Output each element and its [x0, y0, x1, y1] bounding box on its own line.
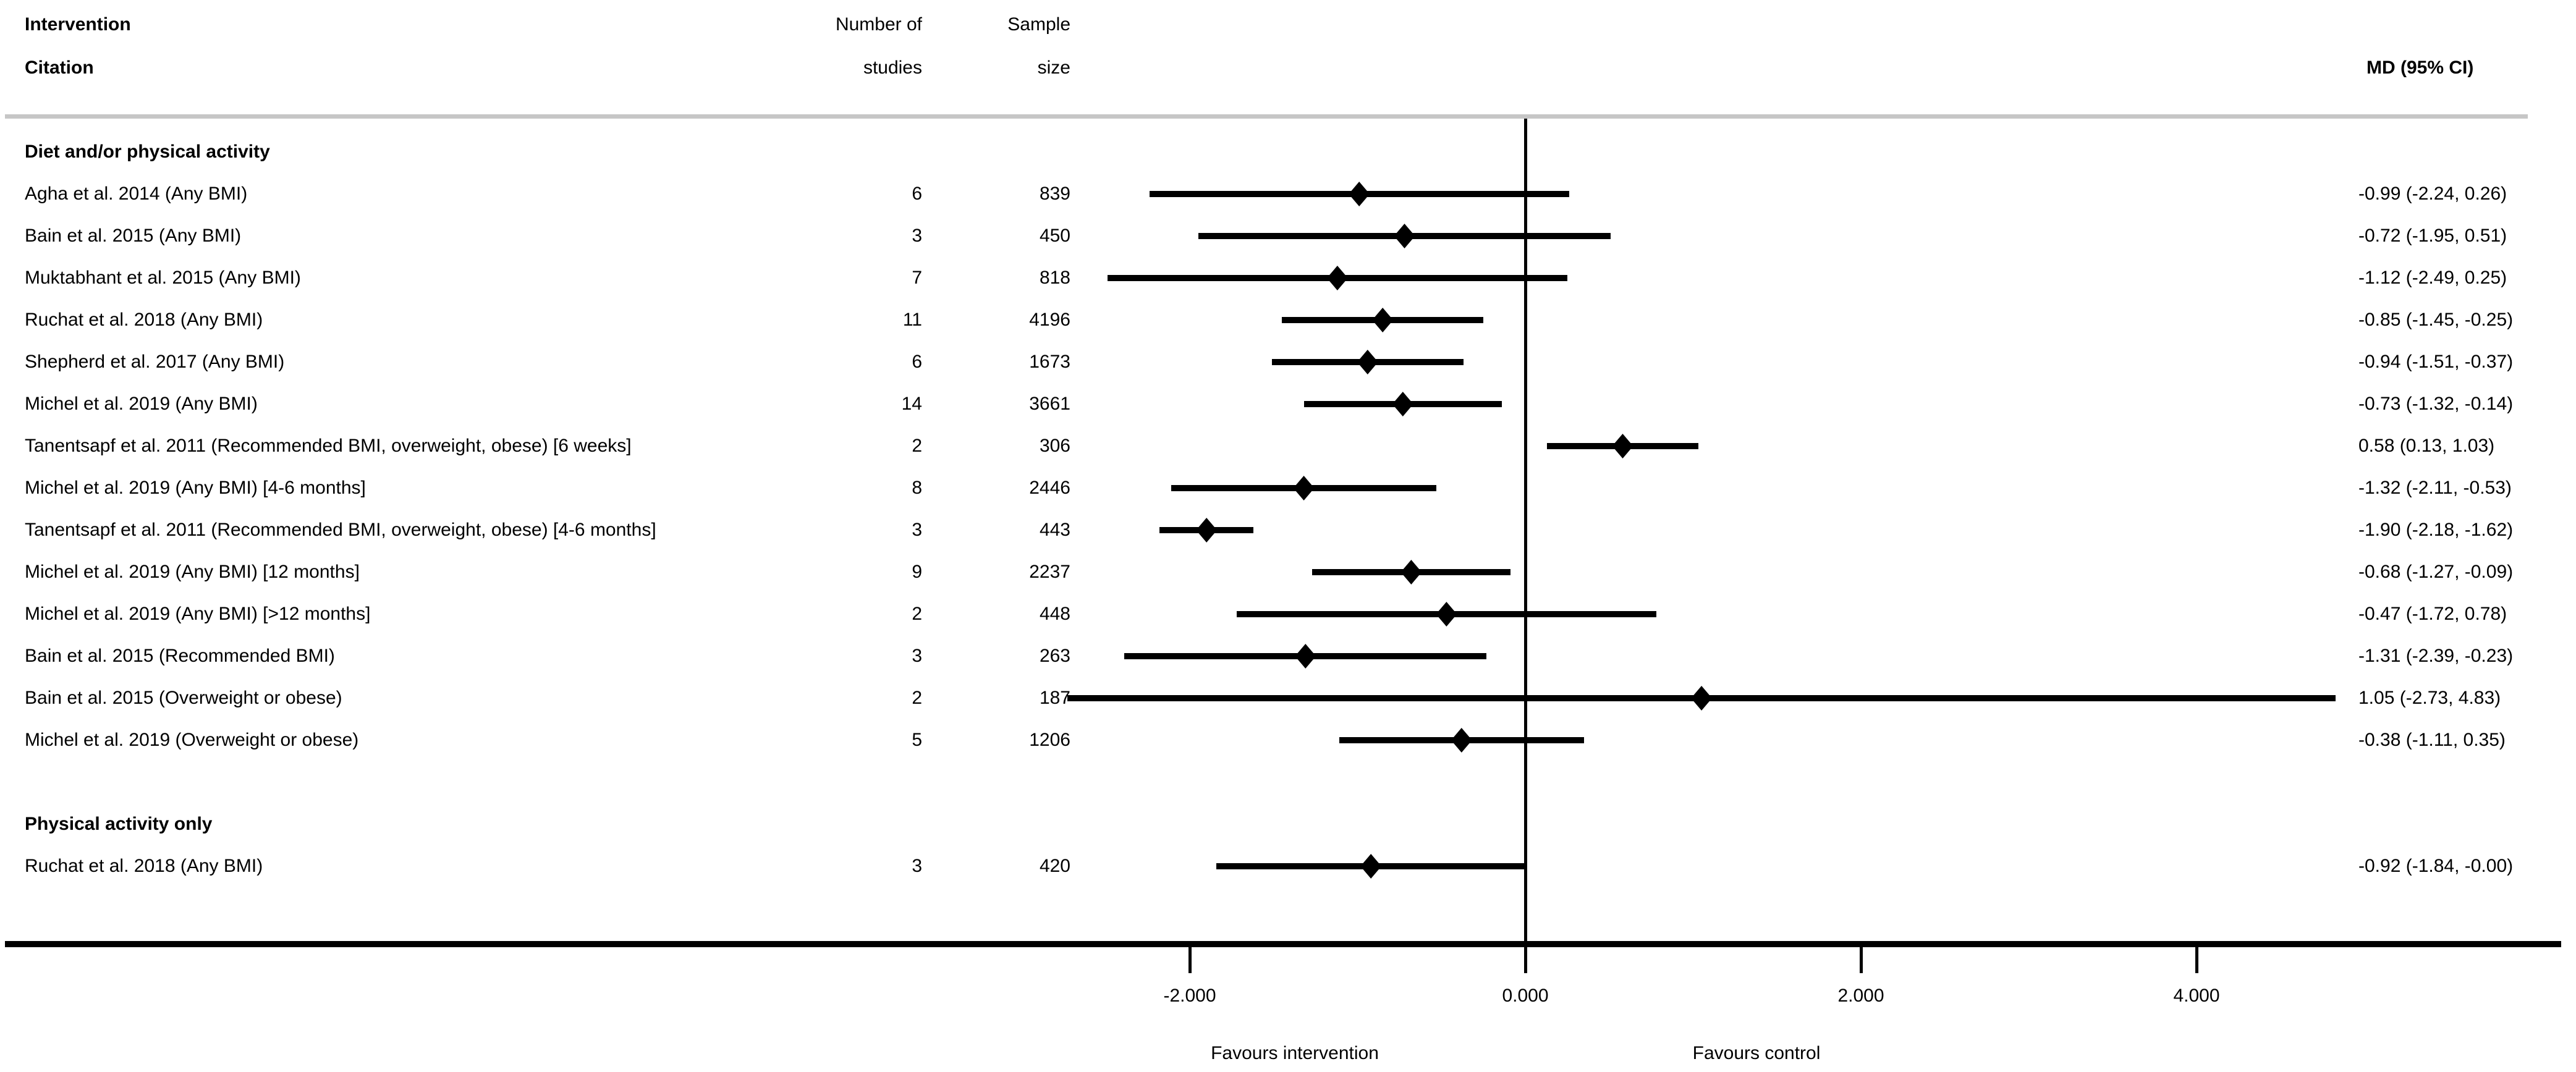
- md-ci-label: -0.99 (-2.24, 0.26): [2358, 184, 2507, 204]
- sample-size: 263: [1039, 646, 1070, 666]
- column-header-intervention: Intervention: [25, 14, 131, 35]
- md-diamond: [1326, 266, 1348, 290]
- md-diamond: [1394, 224, 1415, 248]
- md-diamond: [1196, 518, 1218, 542]
- sample-size: 450: [1039, 226, 1070, 246]
- studies-count: 14: [901, 394, 922, 414]
- citation-label: Michel et al. 2019 (Any BMI): [25, 394, 258, 414]
- md-ci-label: -0.38 (-1.11, 0.35): [2358, 730, 2506, 750]
- md-diamond: [1295, 644, 1316, 669]
- studies-count: 8: [912, 478, 922, 498]
- sample-size: 187: [1039, 688, 1070, 708]
- citation-label: Bain et al. 2015 (Overweight or obese): [25, 688, 342, 708]
- axis-tick-label: 2.000: [1837, 985, 1884, 1006]
- axis-tick: [1859, 947, 1863, 973]
- md-ci-label: -0.85 (-1.45, -0.25): [2358, 310, 2514, 330]
- column-header-sample: Sample: [1007, 14, 1070, 35]
- axis-tick: [2195, 947, 2198, 973]
- md-ci-label: -0.68 (-1.27, -0.09): [2358, 562, 2514, 582]
- studies-count: 2: [912, 688, 922, 708]
- citation-label: Ruchat et al. 2018 (Any BMI): [25, 310, 263, 330]
- x-axis-line: [5, 941, 2561, 947]
- column-header-md-ci: MD (95% CI): [2366, 57, 2474, 78]
- citation-label: Ruchat et al. 2018 (Any BMI): [25, 856, 263, 876]
- md-diamond: [1360, 854, 1382, 879]
- md-ci-label: -1.31 (-2.39, -0.23): [2358, 646, 2514, 666]
- md-ci-label: -0.92 (-1.84, -0.00): [2358, 856, 2514, 876]
- sample-size: 3661: [1029, 394, 1070, 414]
- citation-label: Michel et al. 2019 (Any BMI) [>12 months…: [25, 604, 371, 624]
- sample-size: 443: [1039, 520, 1070, 540]
- group-header: Physical activity only: [25, 814, 213, 834]
- md-diamond: [1357, 350, 1378, 374]
- citation-label: Michel et al. 2019 (Overweight or obese): [25, 730, 359, 750]
- studies-count: 3: [912, 520, 922, 540]
- sample-size: 1673: [1029, 352, 1070, 372]
- zero-reference-line: [1524, 119, 1527, 947]
- column-header-citation: Citation: [25, 57, 94, 78]
- md-ci-label: -0.72 (-1.95, 0.51): [2358, 226, 2507, 246]
- sample-size: 2446: [1029, 478, 1070, 498]
- md-ci-label: -0.47 (-1.72, 0.78): [2358, 604, 2507, 624]
- studies-count: 6: [912, 184, 922, 204]
- favours-control-label: Favours control: [1692, 1043, 1821, 1063]
- citation-label: Bain et al. 2015 (Recommended BMI): [25, 646, 335, 666]
- md-ci-label: -1.90 (-2.18, -1.62): [2358, 520, 2514, 540]
- citation-label: Michel et al. 2019 (Any BMI) [4-6 months…: [25, 478, 366, 498]
- studies-count: 3: [912, 226, 922, 246]
- axis-tick-label: 4.000: [2173, 985, 2220, 1006]
- studies-count: 5: [912, 730, 922, 750]
- md-diamond: [1451, 728, 1472, 753]
- sample-size: 306: [1039, 436, 1070, 456]
- sample-size: 2237: [1029, 562, 1070, 582]
- md-diamond: [1400, 560, 1422, 585]
- md-ci-label: -0.94 (-1.51, -0.37): [2358, 352, 2514, 372]
- md-diamond: [1612, 434, 1633, 458]
- sample-size: 818: [1039, 268, 1070, 288]
- sample-size: 4196: [1029, 310, 1070, 330]
- md-diamond: [1691, 686, 1713, 711]
- citation-label: Agha et al. 2014 (Any BMI): [25, 184, 248, 204]
- md-ci-label: 1.05 (-2.73, 4.83): [2358, 688, 2501, 708]
- citation-label: Michel et al. 2019 (Any BMI) [12 months]: [25, 562, 360, 582]
- citation-label: Bain et al. 2015 (Any BMI): [25, 226, 242, 246]
- md-diamond: [1392, 392, 1413, 416]
- citation-label: Muktabhant et al. 2015 (Any BMI): [25, 268, 301, 288]
- header-divider-rule: [5, 114, 2528, 119]
- studies-count: 6: [912, 352, 922, 372]
- favours-intervention-label: Favours intervention: [1211, 1043, 1379, 1063]
- studies-count: 2: [912, 604, 922, 624]
- md-ci-label: 0.58 (0.13, 1.03): [2358, 436, 2495, 456]
- md-diamond: [1349, 182, 1370, 206]
- studies-count: 9: [912, 562, 922, 582]
- md-ci-label: -0.73 (-1.32, -0.14): [2358, 394, 2514, 414]
- axis-tick: [1188, 947, 1192, 973]
- sample-size: 839: [1039, 184, 1070, 204]
- citation-label: Shepherd et al. 2017 (Any BMI): [25, 352, 285, 372]
- sample-size: 1206: [1029, 730, 1070, 750]
- column-header-size: size: [1037, 57, 1070, 78]
- axis-tick: [1523, 947, 1527, 973]
- studies-count: 3: [912, 646, 922, 666]
- sample-size: 448: [1039, 604, 1070, 624]
- studies-count: 7: [912, 268, 922, 288]
- axis-tick-label: 0.000: [1502, 985, 1549, 1006]
- studies-count: 11: [902, 310, 922, 330]
- column-header-number-of: Number of: [835, 14, 922, 35]
- md-diamond: [1293, 476, 1315, 500]
- studies-count: 2: [912, 436, 922, 456]
- md-diamond: [1372, 308, 1394, 332]
- md-diamond: [1436, 602, 1457, 627]
- axis-tick-label: -2.000: [1163, 985, 1216, 1006]
- group-header: Diet and/or physical activity: [25, 141, 270, 162]
- citation-label: Tanentsapf et al. 2011 (Recommended BMI,…: [25, 436, 632, 456]
- citation-label: Tanentsapf et al. 2011 (Recommended BMI,…: [25, 520, 656, 540]
- md-ci-label: -1.12 (-2.49, 0.25): [2358, 268, 2507, 288]
- md-ci-label: -1.32 (-2.11, -0.53): [2358, 478, 2512, 498]
- studies-count: 3: [912, 856, 922, 876]
- sample-size: 420: [1039, 856, 1070, 876]
- column-header-studies: studies: [863, 57, 922, 78]
